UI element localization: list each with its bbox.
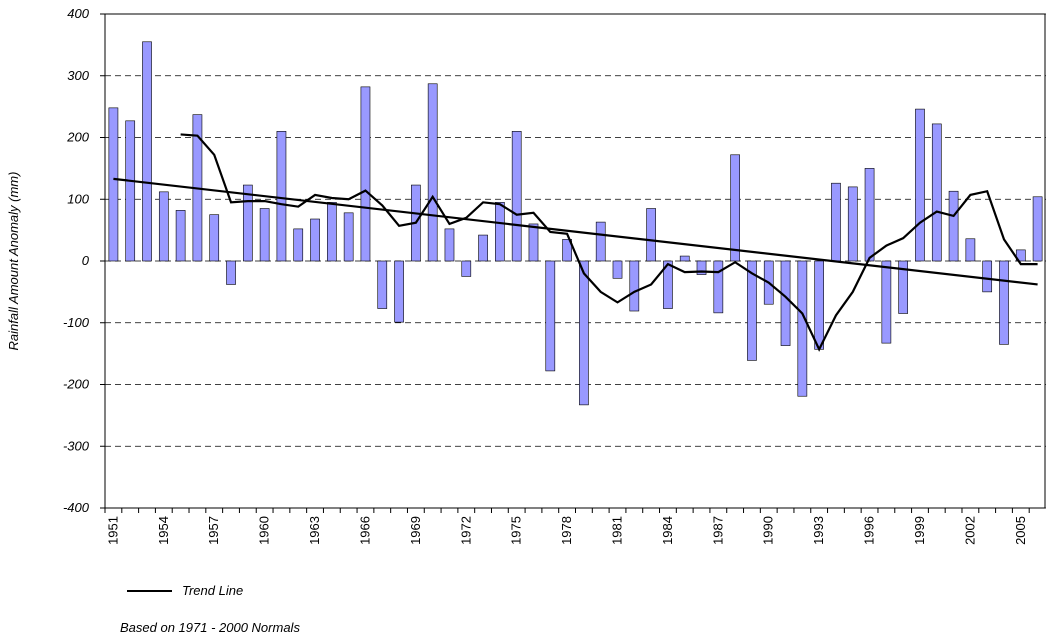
x-tick-label: 1996: [862, 516, 877, 545]
x-tick-label: 1969: [408, 516, 423, 545]
y-tick-label: -200: [63, 377, 90, 392]
bar: [915, 108, 925, 262]
y-tick-label: 200: [66, 130, 89, 145]
bar: [310, 218, 320, 262]
bar: [545, 260, 556, 372]
y-tick-label: -300: [63, 438, 90, 453]
bar: [377, 260, 388, 309]
bar: [1032, 196, 1043, 262]
bar: [831, 182, 841, 262]
bar: [242, 184, 253, 262]
bar: [931, 123, 942, 262]
x-tick-label: 2002: [962, 516, 977, 545]
bar: [814, 260, 824, 350]
bar: [864, 168, 875, 262]
bar: [965, 238, 976, 262]
bar: [646, 208, 656, 262]
y-tick-label: 400: [67, 6, 89, 21]
x-tick-label: 1984: [660, 516, 675, 545]
bar: [360, 86, 371, 262]
bar: [663, 260, 673, 309]
bar: [259, 208, 270, 262]
x-tick-label: 1957: [206, 516, 221, 545]
x-tick-label: 1999: [912, 516, 927, 545]
bar: [125, 120, 136, 262]
moving-average-line: [180, 133, 1038, 352]
bar: [595, 221, 606, 262]
x-tick-label: 1960: [257, 516, 272, 545]
x-tick-label: 1966: [357, 516, 372, 545]
bar: [612, 260, 623, 279]
footnote: Based on 1971 - 2000 Normals: [120, 620, 300, 635]
bar: [142, 41, 152, 262]
bar: [444, 228, 455, 262]
bar: [478, 234, 488, 262]
bar: [276, 131, 287, 262]
y-tick-label: 100: [67, 191, 89, 206]
x-tick-label: 1990: [761, 516, 776, 545]
bar: [394, 260, 404, 323]
bar: [562, 239, 572, 262]
bar: [293, 228, 304, 262]
bar: [343, 212, 354, 262]
x-tick-label: 1993: [811, 516, 826, 545]
x-tick-label: 1981: [610, 516, 625, 545]
bar: [209, 214, 220, 262]
bar: [528, 223, 539, 262]
bar: [713, 260, 724, 314]
bar: [898, 260, 909, 314]
y-axis-label: Rainfall Amount Anomaly (mm): [6, 172, 21, 351]
bar: [881, 260, 892, 344]
y-tick-label: -100: [63, 315, 90, 330]
bar: [747, 260, 757, 361]
bar: [629, 260, 640, 312]
y-tick-label: 0: [82, 253, 90, 268]
x-tick-label: 1975: [509, 516, 524, 545]
bar: [982, 260, 993, 293]
bar: [427, 83, 438, 262]
bar: [948, 190, 959, 262]
bar: [175, 210, 186, 262]
x-tick-label: 1963: [307, 516, 322, 545]
y-tick-label: 300: [67, 68, 89, 83]
x-tick-label: 1954: [156, 516, 171, 545]
bar: [679, 255, 690, 262]
bar: [780, 260, 791, 346]
bar: [1015, 249, 1026, 262]
trend-line: [113, 177, 1038, 286]
bar: [158, 191, 169, 262]
bar: [461, 260, 472, 277]
bar: [797, 260, 808, 397]
bar: [696, 260, 707, 275]
bar: [108, 107, 119, 262]
bar: [327, 202, 337, 262]
x-tick-label: 1972: [458, 516, 473, 545]
x-tick-label: 2005: [1013, 516, 1028, 545]
bar: [511, 131, 522, 262]
x-tick-label: 1987: [710, 516, 725, 545]
bar: [495, 202, 505, 262]
x-tick-label: 1951: [105, 516, 120, 545]
x-tick-label: 1978: [559, 516, 574, 545]
legend-label: Trend Line: [182, 583, 243, 598]
y-tick-label: -400: [63, 500, 90, 515]
bar: [999, 260, 1009, 345]
bar: [847, 186, 858, 262]
bar: [226, 260, 236, 285]
bar: [730, 154, 740, 262]
bar: [579, 260, 589, 406]
